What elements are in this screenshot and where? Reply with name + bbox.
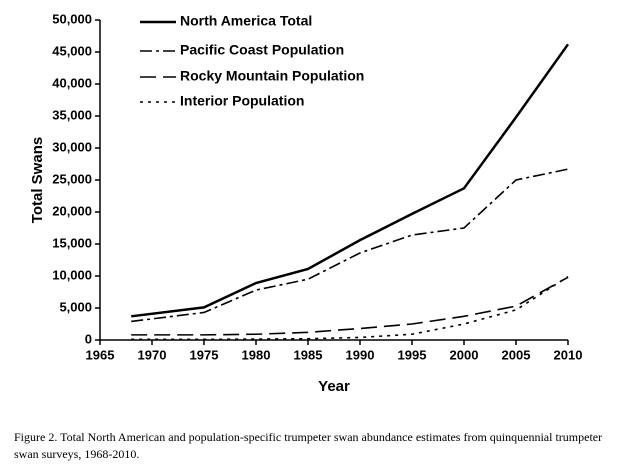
y-tick-label: 45,000 [52,43,92,58]
y-axis-label: Total Swans [29,137,46,223]
legend-label: Interior Population [180,93,304,109]
y-tick-label: 0 [85,331,92,346]
x-axis-label: Year [318,378,350,395]
x-tick-label: 1990 [346,347,375,362]
y-tick-label: 40,000 [52,75,92,90]
x-tick-label: 2000 [450,347,479,362]
series-line [131,43,570,318]
x-tick-label: 2010 [554,347,583,362]
y-tick-label: 35,000 [52,107,92,122]
y-tick-label: 15,000 [52,235,92,250]
y-tick-label: 25,000 [52,171,92,186]
x-tick-label: 1995 [398,347,427,362]
legend-label: North America Total [180,13,312,29]
series-line [131,275,569,341]
y-tick-label: 5,000 [59,299,92,314]
y-tick-label: 20,000 [52,203,92,218]
y-tick-label: 10,000 [52,267,92,282]
series-line [131,168,569,323]
legend-label: Pacific Coast Population [180,42,344,58]
x-tick-label: 1975 [190,347,219,362]
x-tick-label: 1980 [242,347,271,362]
series-line [131,276,569,336]
x-tick-label: 1970 [138,347,167,362]
legend-label: Rocky Mountain Population [180,68,364,84]
x-tick-label: 1965 [86,347,115,362]
x-tick-label: 2005 [502,347,531,362]
caption: Figure 2. Total North American and popul… [14,430,603,461]
chart: Total Swans Year 0 5,000 10,000 15,000 20,00… [29,11,583,395]
y-tick-label: 30,000 [52,139,92,154]
y-tick-label: 50,000 [52,11,92,26]
x-tick-label: 1985 [294,347,323,362]
